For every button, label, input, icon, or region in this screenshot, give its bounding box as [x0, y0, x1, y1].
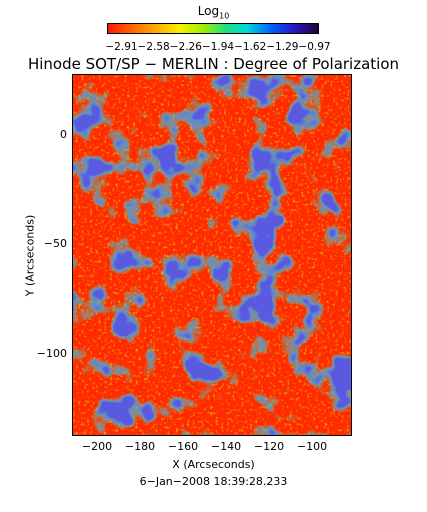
colorbar-tick-labels: −2.91−2.58−2.26−1.94−1.62−1.29−0.97 — [105, 41, 331, 53]
x-tick-label: −180 — [124, 440, 156, 453]
x-axis-label: X (Arcseconds) — [172, 458, 255, 471]
observation-timestamp: 6−Jan−2008 18:39:28.233 — [139, 475, 288, 488]
polarization-map-image — [73, 75, 351, 435]
x-tick-label: −120 — [253, 440, 285, 453]
colorbar-title: Log10 — [0, 4, 427, 20]
y-tick-label: 0 — [60, 128, 67, 141]
polarization-map — [72, 74, 352, 436]
y-tick-label: −50 — [43, 237, 67, 250]
colorbar-title-text: Log — [197, 4, 220, 18]
colorbar-title-subscript: 10 — [219, 11, 230, 21]
x-tick-label: −140 — [210, 440, 242, 453]
x-tick-label: −160 — [167, 440, 199, 453]
x-tick-label: −100 — [296, 440, 328, 453]
plot-title: Hinode SOT/SP − MERLIN : Degree of Polar… — [27, 55, 400, 73]
y-tick-label: −100 — [36, 347, 67, 360]
x-tick-label: −200 — [81, 440, 113, 453]
colorbar — [107, 23, 319, 34]
y-axis-label: Y (Arcseconds) — [23, 214, 37, 297]
